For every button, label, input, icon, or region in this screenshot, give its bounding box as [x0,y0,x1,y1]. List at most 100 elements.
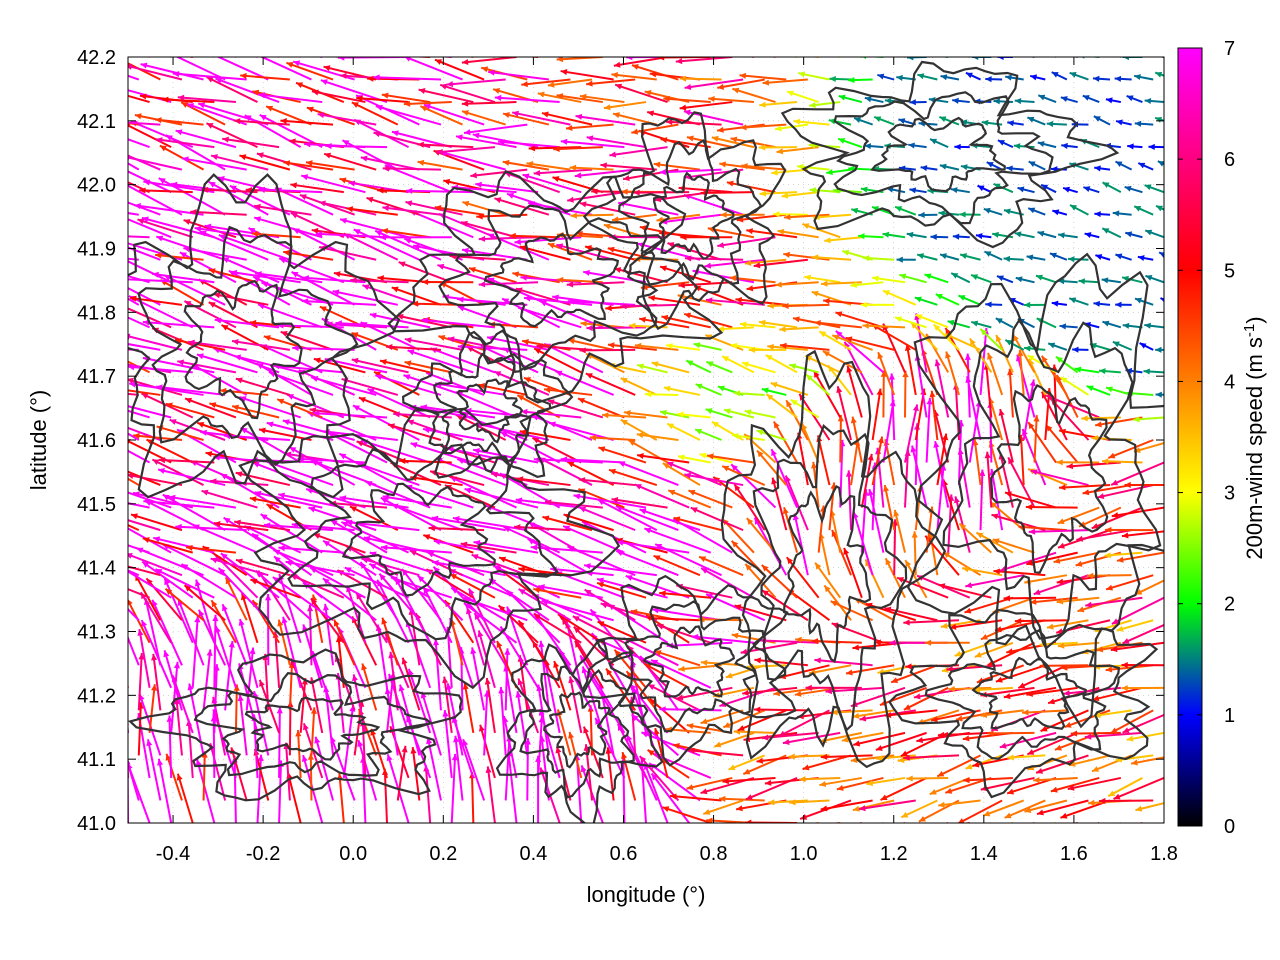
wind-vector [177,359,237,374]
wind-vector [500,431,561,464]
wind-vector [631,713,680,757]
wind-vector [831,529,852,576]
wind-vector [128,184,183,216]
wind-vector [235,377,291,396]
wind-vector [137,218,194,239]
wind-vector [771,168,808,176]
wind-vector [959,253,981,261]
wind-vector [234,354,301,374]
wind-vector [530,544,603,554]
wind-vector [1133,416,1164,423]
wind-vector [906,775,949,782]
wind-vector [128,63,183,81]
wind-vector [1093,709,1132,719]
wind-vector [263,522,334,532]
wind-vector [309,566,366,599]
colorbar-tick-label: 6 [1224,149,1235,171]
wind-vector [1025,504,1078,511]
wind-vector [950,272,971,284]
wind-vector [871,388,883,441]
wind-vector [533,347,582,374]
wind-vector [954,143,970,150]
wind-vector [494,94,560,104]
wind-vector [401,657,421,711]
terrain-contour [433,352,552,463]
wind-vector [344,566,410,599]
wind-vector [210,154,269,171]
wind-vector [239,154,291,171]
wind-vector [609,146,668,158]
wind-vector [173,697,183,756]
wind-vector [142,537,194,554]
terrain-contour [244,696,381,761]
wind-vector [952,233,970,240]
wind-vector [439,83,496,104]
wind-vector [1057,232,1078,239]
wind-vector [1074,366,1100,374]
wind-vector [235,558,291,577]
wind-vector [1110,709,1154,734]
wind-vector [770,448,798,508]
wind-vector [146,739,162,801]
wind-vector [533,613,582,644]
wind-vector [128,405,172,419]
wind-vector [790,57,798,58]
wind-vector [904,559,928,599]
wind-vector [1069,204,1089,216]
wind-vector [522,173,582,194]
wind-vector [1067,776,1122,791]
wind-vector [762,78,808,86]
wind-vector [361,663,378,711]
wind-vector [569,164,614,171]
wind-vector [934,359,950,418]
wind-vector [705,408,733,419]
wind-vector [873,116,895,126]
wind-vector [957,799,1003,823]
wind-vector [128,449,151,464]
wind-vector [1026,254,1046,261]
wind-vector [804,274,841,284]
x-tick-label: 0.6 [610,843,638,865]
wind-vector [1116,551,1164,563]
wind-vector [235,471,291,487]
wind-vector [257,303,323,329]
wind-vector [377,275,431,284]
wind-vector [158,177,226,216]
wind-vector [254,57,258,58]
wind-vector [598,446,647,464]
wind-vector [663,385,701,396]
wind-vector [1121,662,1164,669]
wind-vector [155,137,215,149]
wind-vector [984,250,1003,261]
wind-vector [580,320,625,329]
wind-vector [1102,320,1122,329]
wind-vector [471,553,528,577]
wind-vector [780,342,830,351]
wind-vector [826,168,852,176]
wind-vector [1094,165,1111,172]
wind-vector [669,793,722,802]
wind-vector [894,316,927,329]
wind-vector [128,286,161,306]
wind-vector [268,371,334,396]
wind-vector [322,603,335,666]
wind-vector [1036,799,1089,816]
wind-vector [929,777,971,796]
wind-vector [1014,617,1067,625]
wind-vector [307,604,314,666]
wind-vector [468,57,474,58]
wind-vector [1047,342,1068,351]
wind-vector [1040,709,1089,733]
wind-vector [520,408,582,419]
wind-vector [948,685,992,693]
wind-vector [290,182,344,194]
wind-vector [259,57,312,81]
wind-vector [1125,231,1143,239]
y-tick-label: 41.8 [77,302,116,324]
wind-vector [341,139,399,171]
wind-vector [148,684,158,733]
y-tick-label: 42.1 [77,111,116,133]
wind-vector [218,234,291,261]
wind-vector [820,799,873,812]
wind-vector [636,363,668,374]
